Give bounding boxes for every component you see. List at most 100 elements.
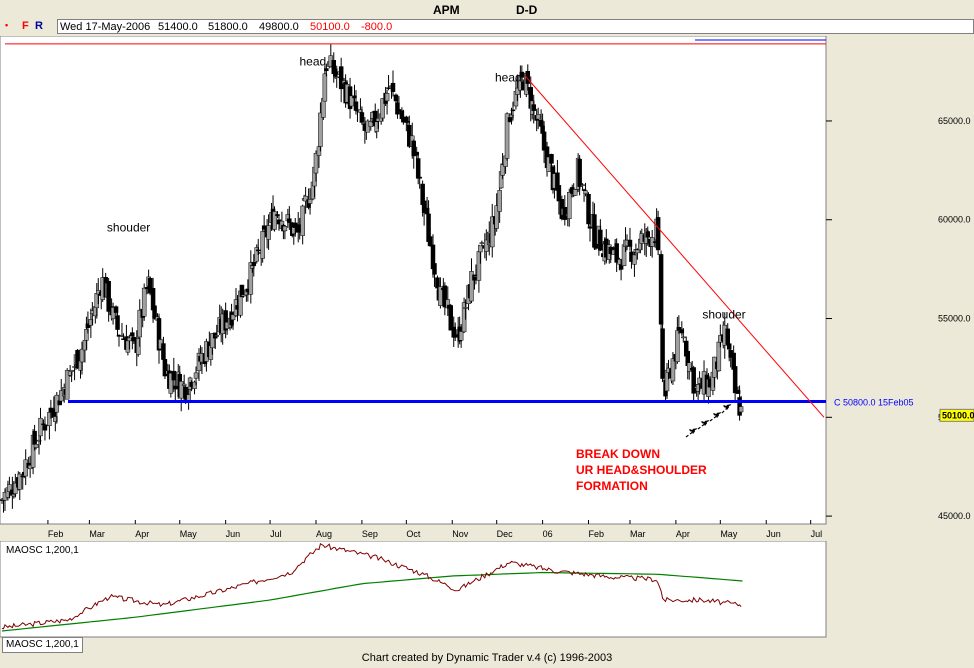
candle bbox=[535, 107, 541, 129]
annotation-right-shoulder: shouder bbox=[702, 308, 745, 322]
candle bbox=[681, 327, 686, 343]
candle bbox=[396, 96, 402, 112]
y-tick-label: 45000.0 bbox=[938, 511, 971, 521]
candle bbox=[580, 183, 585, 190]
annotation-head-1: head bbox=[299, 55, 326, 69]
footer-credit: Chart created by Dynamic Trader v.4 (c) … bbox=[361, 652, 613, 664]
candle bbox=[7, 476, 12, 499]
candle bbox=[635, 248, 640, 260]
candle bbox=[541, 121, 547, 163]
candle bbox=[598, 219, 603, 252]
candle bbox=[13, 473, 18, 498]
candle bbox=[567, 188, 572, 227]
candle bbox=[255, 238, 261, 255]
candle bbox=[618, 258, 624, 281]
candle bbox=[266, 214, 271, 250]
candle bbox=[438, 277, 443, 309]
x-tick-label: Feb bbox=[589, 529, 605, 539]
candle bbox=[735, 386, 741, 394]
candle bbox=[500, 152, 505, 180]
candle bbox=[214, 324, 220, 337]
y-tick-label: 65000.0 bbox=[938, 116, 971, 126]
candle bbox=[670, 351, 676, 385]
x-tick-label: Mar bbox=[630, 529, 646, 539]
candle bbox=[587, 213, 593, 242]
readout-date: Wed 17-May-2006 bbox=[60, 21, 151, 33]
x-tick-label: Aug bbox=[316, 529, 332, 539]
candle bbox=[484, 229, 489, 261]
ohlc-readout: Wed 17-May-2006 51400.0 51800.0 49800.0 … bbox=[57, 19, 974, 34]
last-price-tag bbox=[939, 408, 974, 422]
oscillator-fast-line bbox=[1, 543, 742, 630]
candle bbox=[515, 74, 520, 102]
candle bbox=[469, 258, 474, 304]
oscillator-tab[interactable]: MAOSC 1,200,1 bbox=[2, 637, 83, 653]
candle bbox=[352, 84, 357, 104]
candle bbox=[497, 188, 502, 223]
candle bbox=[411, 139, 416, 169]
r-button[interactable]: R bbox=[35, 20, 43, 32]
oscillator-chart[interactable]: MAOSC 1,200,1 bbox=[0, 541, 974, 639]
candle bbox=[33, 434, 39, 450]
callout-line-1: BREAK DOWN bbox=[576, 447, 660, 461]
candle bbox=[525, 64, 531, 91]
candle bbox=[627, 227, 633, 251]
price-chart[interactable]: C 50800.0 15Feb05 shouder head head shou… bbox=[0, 36, 974, 541]
candle bbox=[384, 89, 390, 115]
x-tick-label: May bbox=[180, 529, 198, 539]
x-tick-label: 06 bbox=[543, 529, 553, 539]
candle bbox=[660, 323, 665, 383]
candle bbox=[417, 175, 422, 189]
candle bbox=[192, 380, 197, 395]
candle bbox=[162, 351, 168, 380]
candle bbox=[658, 250, 664, 332]
candle bbox=[141, 283, 147, 321]
candle bbox=[147, 277, 153, 296]
candle bbox=[732, 357, 738, 401]
candle bbox=[479, 240, 485, 247]
candle bbox=[504, 112, 510, 161]
candle bbox=[69, 369, 74, 383]
x-tick-label: Nov bbox=[452, 529, 469, 539]
price-plot-area bbox=[0, 36, 827, 525]
candle bbox=[691, 365, 696, 403]
trend-line[interactable] bbox=[524, 75, 825, 418]
candle bbox=[193, 366, 199, 386]
annotations: shouder head head shouder bbox=[107, 55, 746, 322]
record-dot-icon[interactable]: • bbox=[5, 20, 9, 30]
candle bbox=[695, 382, 701, 401]
candle bbox=[556, 175, 562, 215]
candles bbox=[0, 44, 744, 513]
x-tick-label: Oct bbox=[406, 529, 421, 539]
x-tick-label: Apr bbox=[135, 529, 149, 539]
annotation-head-2: head bbox=[495, 70, 522, 84]
x-tick-label: Sep bbox=[362, 529, 378, 539]
arrow-icons bbox=[685, 404, 732, 438]
candle bbox=[338, 57, 344, 103]
candle bbox=[303, 186, 308, 214]
x-tick-label: Jun bbox=[226, 529, 241, 539]
candle bbox=[300, 204, 305, 245]
readout-open: 51400.0 bbox=[158, 21, 198, 33]
candle bbox=[461, 297, 467, 334]
symbol-label: APM bbox=[433, 3, 460, 17]
candle bbox=[577, 155, 582, 196]
candle bbox=[223, 302, 228, 339]
candle bbox=[676, 315, 682, 334]
candle bbox=[386, 74, 391, 91]
title-bar: APM D-D bbox=[0, 0, 974, 18]
candle bbox=[614, 238, 619, 273]
candle bbox=[248, 250, 254, 304]
candle bbox=[260, 227, 265, 263]
candle bbox=[675, 316, 680, 364]
candle bbox=[230, 311, 236, 330]
callout-line-3: FORMATION bbox=[576, 479, 648, 493]
f-button[interactable]: F bbox=[22, 20, 29, 32]
candle bbox=[519, 65, 525, 85]
candle bbox=[738, 395, 744, 415]
candle bbox=[85, 311, 91, 334]
readout-low: 49800.0 bbox=[259, 21, 299, 33]
candle bbox=[178, 377, 184, 412]
candle bbox=[510, 101, 516, 121]
readout-high: 51800.0 bbox=[208, 21, 248, 33]
